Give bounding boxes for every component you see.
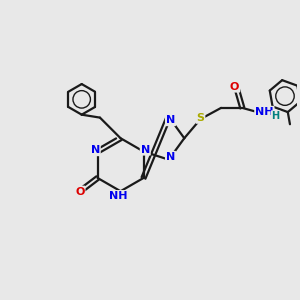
Text: N: N (166, 152, 175, 162)
Text: N: N (91, 145, 100, 155)
Text: H: H (272, 111, 280, 121)
Text: O: O (230, 82, 239, 92)
Text: N: N (166, 115, 175, 125)
Text: NH: NH (109, 191, 128, 201)
Text: O: O (75, 187, 85, 196)
Text: N: N (141, 145, 150, 155)
Text: S: S (196, 113, 205, 123)
Text: NH: NH (255, 107, 274, 117)
